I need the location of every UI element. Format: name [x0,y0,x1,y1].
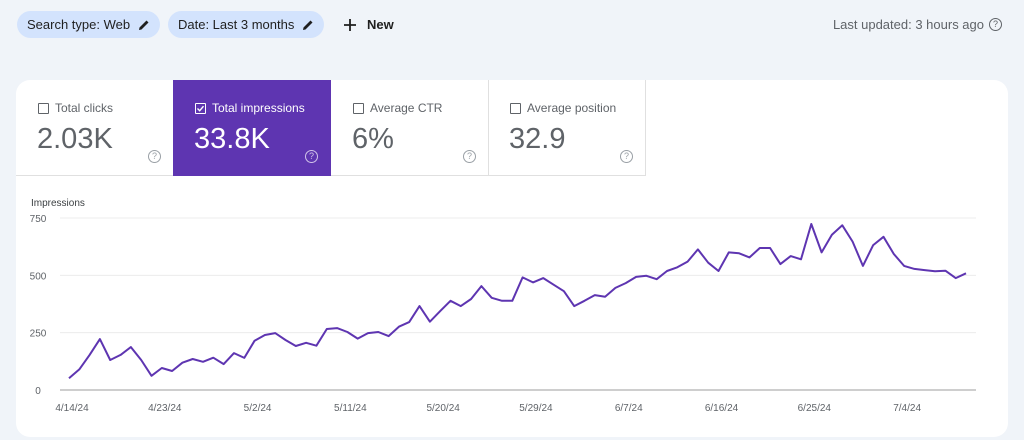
metric-tile-total-impressions[interactable]: Total impressions 33.8K ? [173,80,331,176]
y-tick-label: 250 [30,329,47,340]
metric-label: Total clicks [55,101,114,115]
x-tick-label: 6/25/24 [798,403,832,414]
impressions-line [68,223,967,380]
x-tick-label: 5/2/24 [244,403,272,414]
filter-label: Date: Last 3 months [178,17,295,32]
last-updated: Last updated: 3 hours ago ? [833,17,1002,32]
filter-chip-date[interactable]: Date: Last 3 months [168,11,325,38]
metric-label: Average CTR [370,101,443,115]
y-tick-label: 500 [30,271,47,282]
help-icon[interactable]: ? [148,150,161,163]
metric-value: 33.8K [194,123,270,155]
checkbox-checked[interactable] [195,102,206,114]
x-tick-label: 5/11/24 [334,403,367,414]
filter-chip-search-type[interactable]: Search type: Web [17,11,161,38]
metric-tile-average-position[interactable]: Average position 32.9 ? [488,80,646,176]
help-icon[interactable]: ? [620,150,633,163]
metric-label: Total impressions [212,101,305,115]
checkbox[interactable] [510,102,521,114]
help-icon[interactable]: ? [305,150,318,163]
plus-icon [344,18,356,31]
x-tick-label: 6/16/24 [705,403,739,414]
y-tick-label: 750 [30,214,47,225]
checkbox[interactable] [353,102,364,114]
metric-value: 2.03K [37,123,113,155]
pencil-icon [139,20,149,30]
checkbox[interactable] [38,102,49,114]
metric-value: 6% [352,123,394,155]
metric-tile-average-ctr[interactable]: Average CTR 6% ? [331,80,489,176]
new-label: New [367,17,394,32]
help-icon[interactable]: ? [463,150,476,163]
x-tick-label: 4/23/24 [148,403,182,414]
x-tick-label: 7/4/24 [893,403,921,414]
x-tick-label: 5/29/24 [519,403,553,414]
new-filter-button[interactable]: New [343,11,394,38]
last-updated-text: Last updated: 3 hours ago [832,17,984,32]
filter-label: Search type: Web [27,17,131,32]
metric-label: Average position [527,101,617,115]
y-tick-label: 0 [35,386,41,397]
x-tick-label: 4/14/24 [55,403,89,414]
metric-tile-total-clicks[interactable]: Total clicks 2.03K ? [16,80,174,176]
x-tick-label: 6/7/24 [615,403,643,414]
impressions-chart: 0 250 500 750 4/14/24 4/23/24 5/2/24 5/11/24 5/2… [30,214,976,414]
help-icon[interactable]: ? [989,18,1002,31]
metric-value: 32.9 [509,123,566,155]
performance-card: Total clicks 2.03K ? Total impressions 3… [16,80,1008,437]
y-axis-title: Impressions [31,198,85,209]
pencil-icon [303,20,313,30]
x-tick-label: 5/20/24 [426,403,460,414]
